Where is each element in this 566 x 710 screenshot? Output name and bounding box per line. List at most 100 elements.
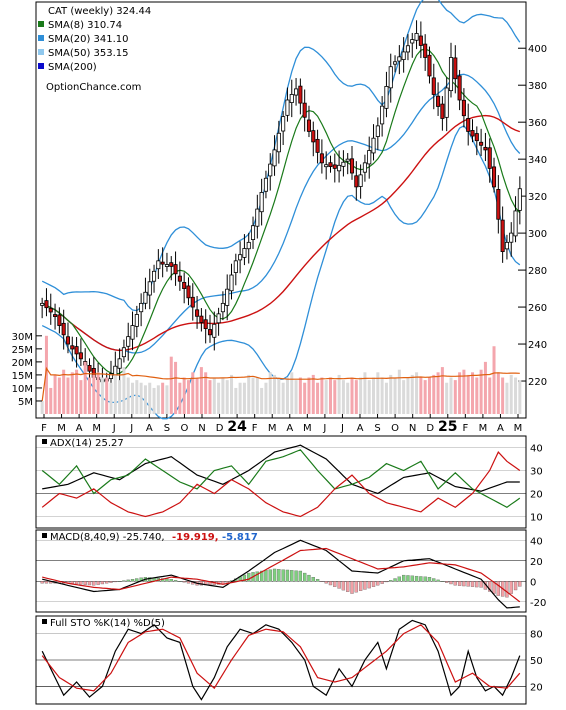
- volume-bar: [70, 372, 74, 414]
- x-tick-label: A: [497, 423, 504, 434]
- candle-body: [203, 319, 208, 330]
- candle-body: [61, 322, 66, 336]
- macd-histogram-bar: [122, 580, 126, 582]
- macd-histogram-bar: [285, 569, 290, 582]
- x-tick-label: D: [426, 423, 434, 434]
- candle-body: [139, 302, 144, 313]
- volume-bar: [488, 377, 492, 414]
- volume-bar: [169, 356, 173, 414]
- macd-histogram-bar: [414, 575, 419, 582]
- volume-bar: [199, 367, 203, 414]
- candle-body: [134, 314, 139, 327]
- volume-bar: [131, 382, 135, 414]
- candle-body: [281, 116, 286, 132]
- candle-body: [306, 119, 312, 132]
- candle-body: [216, 313, 221, 324]
- volume-bar: [427, 377, 431, 414]
- indicator-y-tick-label: -20: [530, 598, 546, 609]
- macd-histogram-bar: [410, 575, 414, 582]
- x-tick-label: J: [340, 423, 344, 434]
- volume-bar: [285, 377, 289, 414]
- candle-body: [40, 302, 45, 306]
- macd-histogram-bar: [178, 581, 182, 582]
- volume-bar: [79, 380, 83, 414]
- macd-histogram-bar: [479, 581, 483, 588]
- candle-body: [401, 51, 406, 60]
- volume-bar: [514, 377, 518, 414]
- x-tick-label: A: [286, 423, 293, 434]
- macd-histogram-bar: [358, 581, 363, 591]
- x-tick-label: F: [41, 423, 47, 434]
- candle-body: [147, 281, 152, 296]
- candle-body: [160, 261, 165, 265]
- volume-tick-label: 5M: [18, 397, 33, 408]
- macd-histogram-bar: [453, 581, 457, 586]
- macd-histogram-bar: [401, 574, 406, 582]
- volume-bar: [118, 380, 122, 414]
- volume-bar: [397, 369, 401, 414]
- candle-body: [423, 43, 428, 58]
- macd-histogram-bar: [333, 581, 337, 587]
- x-tick-label: M: [479, 423, 488, 434]
- volume-bar: [62, 369, 66, 414]
- volume-bar: [87, 377, 91, 414]
- candle-body: [302, 102, 307, 118]
- volume-bar: [182, 377, 186, 414]
- candle-body: [74, 346, 79, 355]
- volume-tick-label: 20M: [12, 358, 33, 369]
- candle-body: [298, 85, 303, 104]
- volume-bar: [217, 382, 221, 414]
- volume-bar: [453, 380, 457, 414]
- x-tick-label: 25: [438, 419, 457, 435]
- volume-bar: [251, 377, 255, 414]
- macd-histogram-bar: [354, 581, 358, 593]
- x-tick-label: F: [462, 423, 468, 434]
- macd-histogram-bar: [113, 581, 117, 583]
- macd-histogram-bar: [242, 574, 247, 582]
- candle-body: [414, 33, 419, 41]
- volume-bar: [337, 374, 341, 414]
- x-tick-label: M: [303, 423, 312, 434]
- indicator-title-swatch: [42, 533, 47, 538]
- volume-bar: [57, 377, 61, 414]
- macd-histogram-bar: [173, 580, 178, 582]
- volume-bar: [126, 377, 130, 414]
- x-tick-label: F: [252, 423, 258, 434]
- candle-body: [474, 133, 479, 142]
- indicator-line: [42, 547, 521, 603]
- candle-body: [289, 94, 294, 103]
- volume-bar: [156, 385, 160, 414]
- candle-body: [328, 162, 333, 167]
- volume-bar: [328, 377, 332, 414]
- volume-bar: [277, 377, 281, 414]
- price-y-tick-label: 380: [528, 81, 547, 92]
- price-y-tick-label: 240: [528, 340, 547, 351]
- candle-body: [65, 336, 71, 345]
- candle-body: [190, 296, 195, 308]
- macd-histogram-bar: [393, 578, 397, 582]
- volume-bar: [324, 380, 328, 414]
- volume-bar: [518, 380, 522, 414]
- volume-bar: [92, 374, 96, 414]
- volume-bar: [492, 346, 496, 414]
- candle-body: [57, 314, 62, 326]
- volume-bar: [346, 382, 350, 414]
- volume-bar: [410, 374, 414, 414]
- x-tick-label: O: [181, 423, 189, 434]
- volume-bar: [380, 377, 384, 414]
- candle-body: [354, 175, 359, 188]
- macd-histogram-bar: [169, 579, 173, 582]
- indicator-y-tick-label: 10: [530, 513, 543, 524]
- volume-bar: [139, 382, 143, 414]
- volume-bar: [436, 372, 440, 414]
- macd-histogram-bar: [367, 581, 371, 589]
- candle-body: [250, 225, 256, 240]
- volume-bar: [505, 382, 509, 414]
- x-tick-label: M: [92, 423, 101, 434]
- volume-bar: [466, 374, 470, 414]
- macd-histogram-bar: [363, 581, 367, 590]
- legend-label: SMA(8) 310.74: [48, 20, 122, 31]
- volume-bar: [122, 367, 126, 414]
- volume-bar: [445, 382, 449, 414]
- volume-bar: [384, 382, 388, 414]
